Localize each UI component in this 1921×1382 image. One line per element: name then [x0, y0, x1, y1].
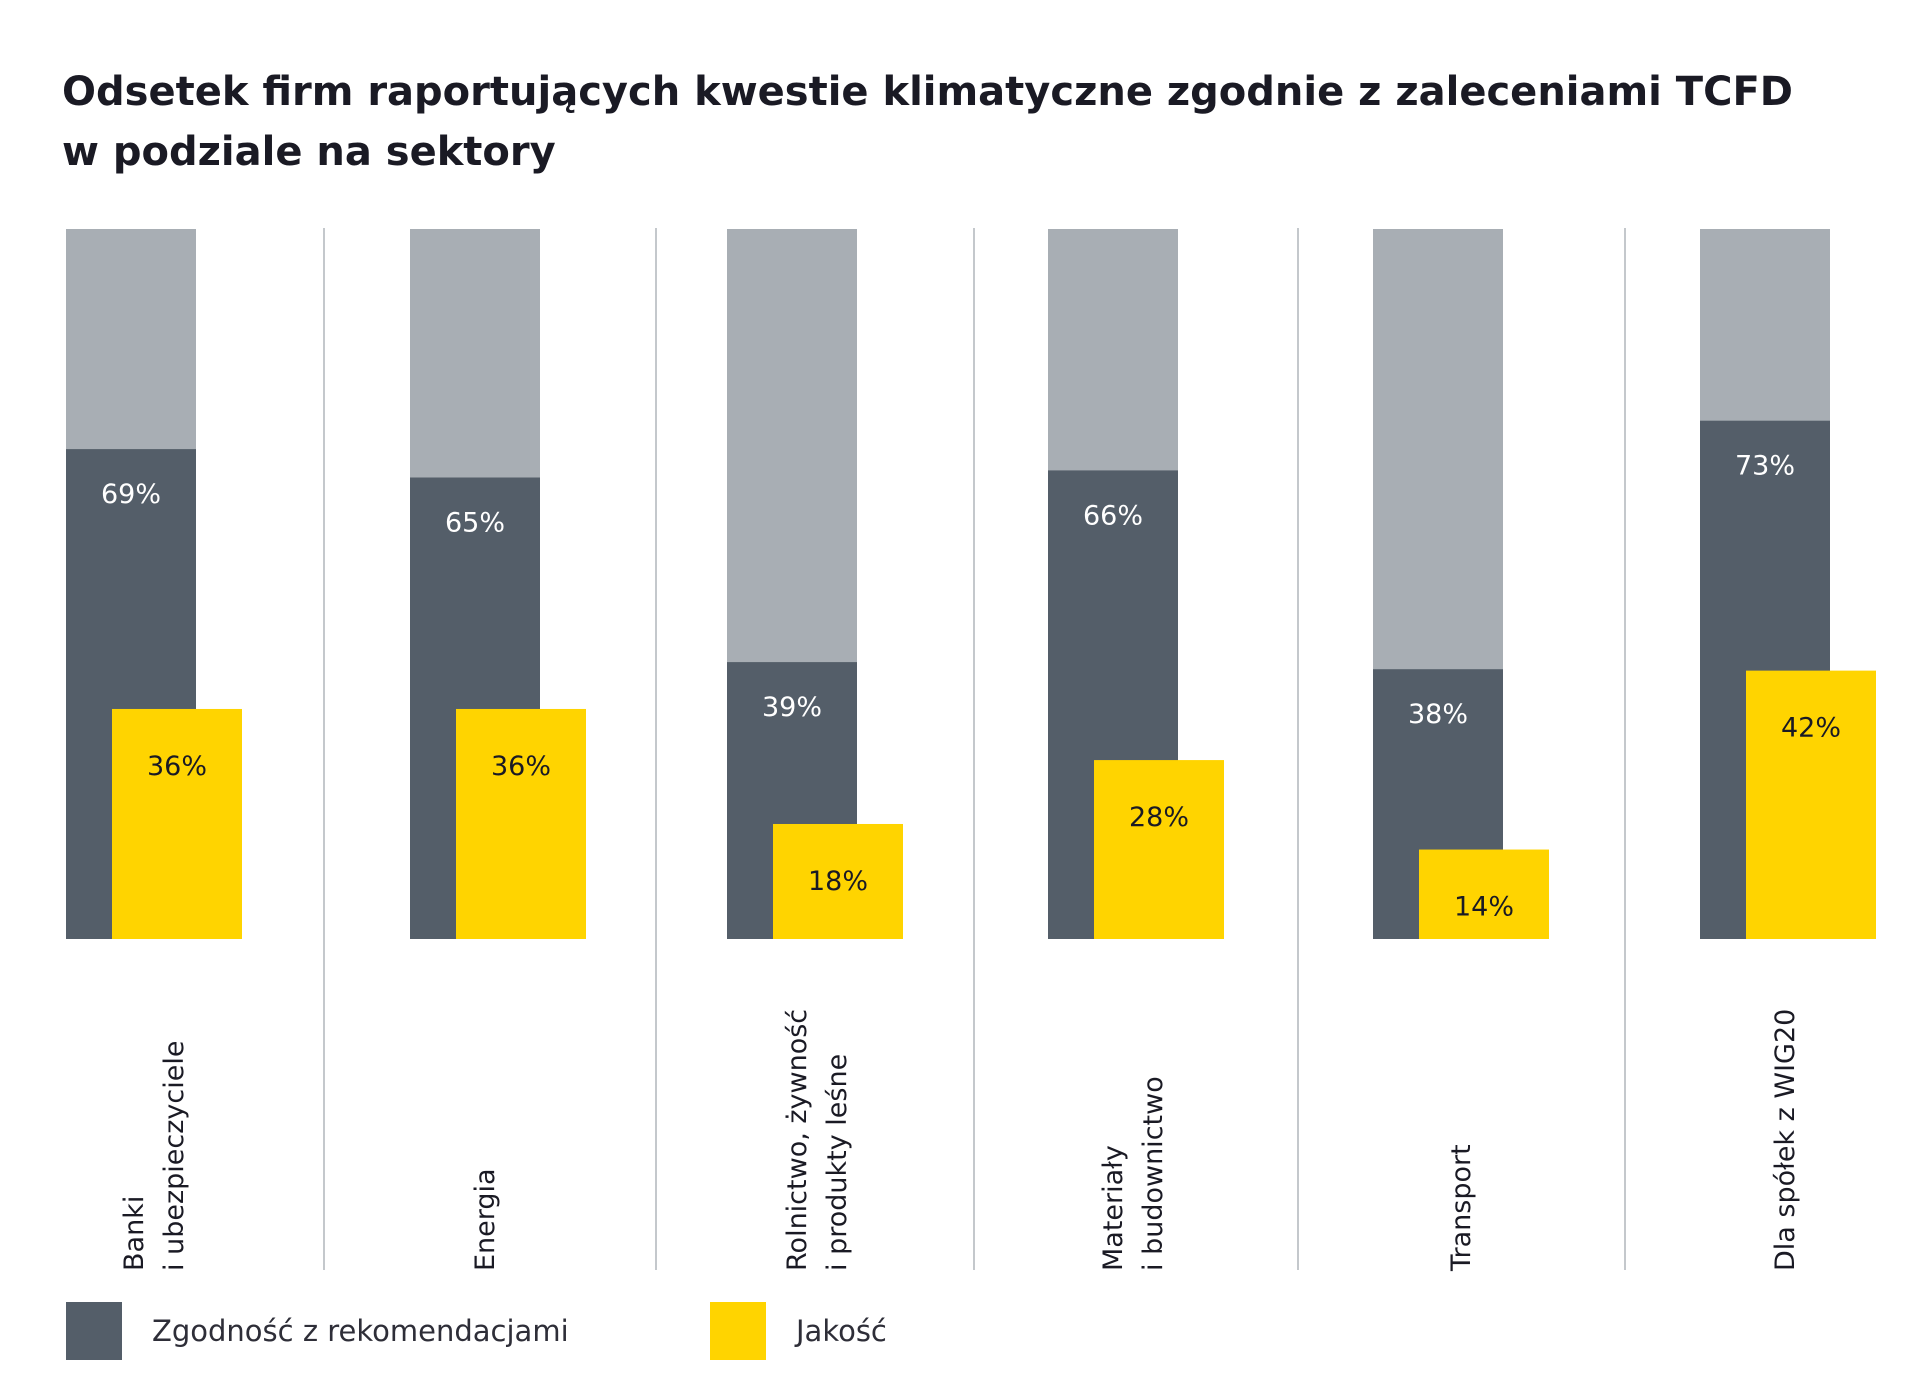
legend-item-compliance: Zgodność z rekomendacjami [66, 1302, 569, 1360]
category-label-line: Transport [1446, 1144, 1477, 1271]
bar-quality-6 [1746, 670, 1876, 939]
chart-title-line-2: w podziale na sektory [62, 129, 556, 175]
bar-quality-2 [456, 708, 586, 939]
category-label-line: Banki [119, 1195, 150, 1271]
data-label-quality-3: 18% [808, 866, 868, 897]
chart-title: Odsetek firm raportujących kwestie klima… [62, 62, 1862, 182]
legend: Zgodność z rekomendacjami Jakość [66, 1302, 1866, 1360]
category-label-3: Rolnictwo, żywność i produkty leśne [748, 991, 888, 1271]
bar-quality-5 [1419, 849, 1549, 939]
category-label-5: Transport [1392, 991, 1532, 1271]
category-label-line: Dla spółek z WIG20 [1770, 1008, 1801, 1271]
legend-label-compliance: Zgodność z rekomendacjami [152, 1314, 569, 1348]
bar-quality-4 [1094, 760, 1224, 939]
data-label-compliance-5: 38% [1408, 699, 1468, 730]
data-label-compliance-4: 66% [1083, 500, 1143, 531]
category-label-line: Rolnictwo, żywność [782, 1008, 813, 1271]
category-label-4: Materiały i budownictwo [1064, 991, 1204, 1271]
category-label-1: Banki i ubezpieczyciele [85, 991, 225, 1271]
legend-swatch-compliance [66, 1302, 122, 1360]
data-label-compliance-6: 73% [1735, 451, 1795, 482]
legend-label-quality: Jakość [796, 1314, 887, 1348]
data-label-quality-6: 42% [1781, 713, 1841, 744]
legend-swatch-quality [710, 1302, 766, 1360]
bar-quality-3 [773, 823, 903, 939]
category-label-2: Energia [416, 991, 556, 1271]
data-label-quality-5: 14% [1454, 892, 1514, 923]
data-label-quality-4: 28% [1129, 802, 1189, 833]
data-label-quality-1: 36% [147, 751, 207, 782]
data-label-compliance-2: 65% [445, 508, 505, 539]
bar-quality-1 [112, 708, 242, 939]
category-label-line: Energia [470, 1168, 501, 1271]
category-label-6: Dla spółek z WIG20 [1716, 991, 1856, 1271]
legend-item-quality: Jakość [710, 1302, 887, 1360]
category-label-line: i budownictwo [1138, 1076, 1169, 1271]
data-label-compliance-1: 69% [101, 479, 161, 510]
chart-title-line-1: Odsetek firm raportujących kwestie klima… [62, 69, 1793, 115]
category-label-line: Materiały [1098, 1145, 1129, 1271]
category-label-line: i produkty leśne [822, 1053, 853, 1271]
data-label-quality-2: 36% [491, 751, 551, 782]
data-label-compliance-3: 39% [762, 692, 822, 723]
category-label-line: i ubezpieczyciele [159, 1040, 190, 1271]
